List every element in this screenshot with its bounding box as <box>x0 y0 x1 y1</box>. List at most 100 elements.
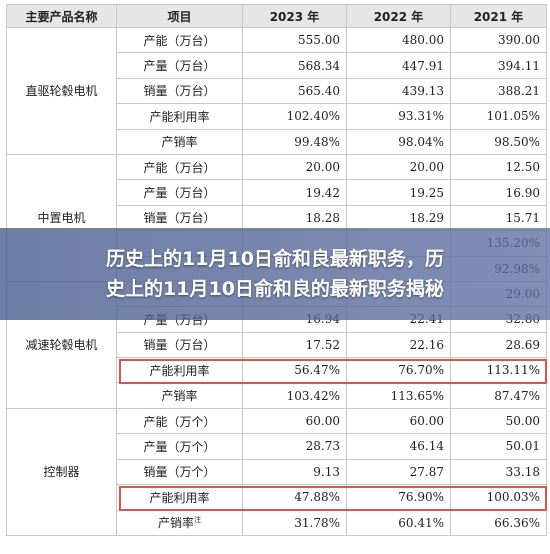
value-cell-2022: 46.14 <box>346 433 451 460</box>
table-row: 控制器 产能（万个） 60.00 60.00 50.00 <box>6 407 547 536</box>
item-label: 销量（万个） <box>143 465 216 480</box>
value-cell-2022: 76.90% <box>346 484 451 511</box>
value-cell-2021: 100.03% <box>450 484 547 511</box>
table-row: 销量（万台） 565.40 439.13 388.21 <box>7 77 547 105</box>
item-cell: 产量（万台） <box>116 179 243 206</box>
value-cell-2022: 113.65% <box>346 382 451 409</box>
value-cell-2022: 27.87 <box>346 458 451 486</box>
value-cell-2021: 390.00 <box>450 26 547 54</box>
item-label: 产能（万台） <box>143 33 216 48</box>
product-name-cell: 控制器 <box>6 407 117 536</box>
value-cell-2023: 47.88% <box>242 484 347 511</box>
table-row: 产能利用率 56.47% 76.70% 113.11% <box>7 357 547 384</box>
item-cell: 销量（万台） <box>116 331 243 359</box>
table-row: 直驱轮毂电机 产能（万台） 555.00 480.00 390.00 <box>6 26 547 155</box>
value-cell-2022: 98.04% <box>346 128 451 155</box>
value-cell-2023: 31.78% <box>242 509 347 536</box>
value-cell-2021: 87.47% <box>450 382 547 409</box>
value-cell-2023: 102.40% <box>242 103 347 130</box>
value-cell-2022: 60.41% <box>346 509 451 536</box>
item-label: 产量（万台） <box>143 186 216 201</box>
value-cell-2023: 20.00 <box>242 153 347 181</box>
table-row: 产量（万个） 28.73 46.14 50.01 <box>7 433 547 460</box>
item-cell: 产量（万台） <box>116 52 243 79</box>
value-cell-2021: 16.90 <box>450 179 547 206</box>
value-cell-2021: 98.50% <box>450 128 547 155</box>
item-label: 产销率 <box>157 516 194 531</box>
table-row: 产销率 99.48% 98.04% 98.50% <box>7 128 547 155</box>
value-cell-2022: 19.25 <box>346 179 451 206</box>
table-row: 销量（万个） 9.13 27.87 33.18 <box>7 458 547 486</box>
item-label: 产能利用率 <box>149 363 210 378</box>
value-cell-2022: 60.00 <box>346 407 451 435</box>
item-cell: 产量（万个） <box>116 433 243 460</box>
value-cell-2023: 60.00 <box>242 407 347 435</box>
item-cell: 销量（万台） <box>116 77 243 105</box>
banner-line-1: 历史上的11月10日俞和良最新职务，历 <box>106 248 444 270</box>
value-cell-2021: 15.71 <box>450 204 547 232</box>
value-cell-2023: 28.73 <box>242 433 347 460</box>
value-cell-2021: 66.36% <box>450 509 547 536</box>
value-cell-2023: 99.48% <box>242 128 347 155</box>
item-cell: 产能（万台） <box>116 26 243 54</box>
header-2021: 2021 年 <box>450 4 547 28</box>
table-row: 产量（万台） 568.34 447.91 394.11 <box>7 52 547 79</box>
value-cell-2021: 50.01 <box>450 433 547 460</box>
value-cell-2022: 18.29 <box>346 204 451 232</box>
item-cell: 销量（万个） <box>116 458 243 486</box>
value-cell-2021: 50.00 <box>450 407 547 435</box>
table-row: 销量（万台） 18.28 18.29 15.71 <box>7 204 547 232</box>
value-cell-2021: 12.50 <box>450 153 547 181</box>
item-cell: 产能利用率 <box>116 484 243 511</box>
value-cell-2021: 113.11% <box>450 357 547 384</box>
item-label: 产能（万个） <box>143 414 216 429</box>
item-cell: 产销率注 <box>116 509 243 536</box>
title-banner: 历史上的11月10日俞和良最新职务，历 史上的11月10日俞和良的最新职务揭秘 <box>0 228 550 320</box>
value-cell-2023: 19.42 <box>242 179 347 206</box>
value-cell-2022: 76.70% <box>346 357 451 384</box>
item-label: 产销率 <box>161 389 198 404</box>
item-label: 产量（万个） <box>143 439 216 454</box>
banner-line-2: 史上的11月10日俞和良的最新职务揭秘 <box>106 278 444 300</box>
header-2022: 2022 年 <box>346 4 451 28</box>
value-cell-2022: 480.00 <box>346 26 451 54</box>
value-cell-2022: 22.16 <box>346 331 451 359</box>
value-cell-2023: 568.34 <box>242 52 347 79</box>
product-name-cell: 直驱轮毂电机 <box>6 27 117 155</box>
item-cell: 销量（万台） <box>116 204 243 232</box>
value-cell-2021: 33.18 <box>450 458 547 486</box>
item-cell: 产能（万台） <box>116 153 243 181</box>
header-2023: 2023 年 <box>242 4 347 28</box>
item-label: 产能（万台） <box>143 160 216 175</box>
item-label: 产销率 <box>161 135 198 150</box>
item-label: 产能利用率 <box>149 109 210 124</box>
item-label: 产量（万台） <box>143 59 216 74</box>
item-cell: 产能利用率 <box>116 103 243 130</box>
table-header-row: 主要产品名称 项目 2023 年 2022 年 2021 年 <box>6 4 547 28</box>
value-cell-2021: 28.69 <box>450 331 547 359</box>
value-cell-2023: 565.40 <box>242 77 347 105</box>
value-cell-2022: 20.00 <box>346 153 451 181</box>
value-cell-2023: 555.00 <box>242 26 347 54</box>
header-product: 主要产品名称 <box>6 4 117 28</box>
footnote-marker: 注 <box>194 516 201 525</box>
item-cell: 产销率 <box>116 128 243 155</box>
item-label: 产能利用率 <box>149 490 210 505</box>
value-cell-2023: 9.13 <box>242 458 347 486</box>
value-cell-2023: 18.28 <box>242 204 347 232</box>
value-cell-2021: 388.21 <box>450 77 547 105</box>
table-row: 产能利用率 47.88% 76.90% 100.03% <box>7 484 547 511</box>
table-row: 销量（万台） 17.52 22.16 28.69 <box>7 331 547 359</box>
header-item: 项目 <box>116 4 243 28</box>
value-cell-2021: 394.11 <box>450 52 547 79</box>
item-cell: 产能（万个） <box>116 407 243 435</box>
value-cell-2022: 439.13 <box>346 77 451 105</box>
item-label: 销量（万台） <box>143 211 216 226</box>
item-cell: 产能利用率 <box>116 357 243 384</box>
value-cell-2023: 56.47% <box>242 357 347 384</box>
value-cell-2023: 17.52 <box>242 331 347 359</box>
item-label: 销量（万台） <box>143 84 216 99</box>
value-cell-2022: 93.31% <box>346 103 451 130</box>
item-cell: 产销率 <box>116 382 243 409</box>
